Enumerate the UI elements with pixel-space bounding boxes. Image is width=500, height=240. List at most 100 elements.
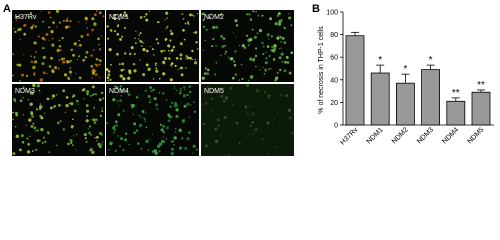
cell <box>138 123 143 128</box>
cell <box>49 16 52 19</box>
cell <box>142 111 145 114</box>
x-tick-label: NDM5 <box>466 126 485 145</box>
cell <box>185 55 188 58</box>
cell <box>212 26 216 29</box>
cell <box>274 79 277 82</box>
cell <box>157 42 160 45</box>
cell <box>95 57 99 61</box>
cell <box>224 96 228 100</box>
cell <box>19 99 23 103</box>
cell <box>64 111 67 114</box>
cell <box>185 67 187 69</box>
cell <box>47 11 51 14</box>
cell <box>252 130 255 133</box>
cell <box>132 104 136 107</box>
cell <box>113 125 116 127</box>
x-tick-label: NDM1 <box>366 126 385 145</box>
cell <box>61 57 64 61</box>
cell <box>127 93 131 97</box>
cell <box>145 18 149 22</box>
cell <box>133 69 137 73</box>
bar <box>421 69 441 126</box>
cell <box>107 70 111 73</box>
cell <box>121 89 124 91</box>
cell <box>145 112 147 114</box>
cell <box>288 71 292 75</box>
cell <box>13 27 15 29</box>
cell <box>163 63 165 65</box>
cell <box>120 95 122 97</box>
cell <box>86 93 89 96</box>
cell <box>56 121 60 125</box>
cell <box>162 131 165 134</box>
cell <box>187 21 189 24</box>
cell <box>91 93 94 96</box>
cell <box>119 38 122 41</box>
cell <box>69 139 73 142</box>
cell <box>33 56 36 59</box>
cell <box>229 86 233 90</box>
cell <box>75 73 77 74</box>
cell <box>70 102 74 106</box>
cell <box>261 14 264 17</box>
cell <box>76 99 79 103</box>
cell <box>92 118 96 122</box>
cell <box>101 143 103 145</box>
cell <box>252 10 255 13</box>
cell <box>250 59 252 62</box>
cell <box>162 72 166 76</box>
cell <box>121 35 123 38</box>
cell <box>165 11 169 15</box>
cell <box>244 46 247 49</box>
cell <box>14 100 17 103</box>
cell <box>255 65 257 68</box>
cell <box>233 32 235 34</box>
cell <box>35 108 39 111</box>
cell <box>99 59 102 62</box>
cell <box>174 131 177 133</box>
cell <box>134 37 136 39</box>
cell <box>12 152 16 156</box>
cell <box>176 89 178 91</box>
cell <box>66 96 69 99</box>
cell <box>158 91 161 94</box>
cell <box>180 66 184 70</box>
cell <box>116 52 119 56</box>
cell <box>35 148 38 152</box>
cell <box>109 29 113 32</box>
micrograph-label: H37Rv <box>15 14 37 21</box>
cell <box>42 71 46 75</box>
cell <box>235 121 239 125</box>
cell <box>62 128 66 131</box>
cell <box>112 126 116 130</box>
cell <box>135 96 138 99</box>
cell <box>44 140 47 143</box>
cell <box>117 113 121 117</box>
cell <box>40 116 44 120</box>
cell <box>106 122 109 125</box>
cell <box>22 96 24 99</box>
cell <box>121 62 125 66</box>
cell <box>265 57 268 59</box>
cell <box>285 55 289 59</box>
cell <box>155 69 159 73</box>
cell <box>205 28 208 31</box>
cell <box>204 67 207 70</box>
cell <box>189 13 192 17</box>
cell <box>12 118 14 121</box>
cell <box>135 30 137 32</box>
cell <box>252 75 254 77</box>
cell <box>184 147 188 150</box>
cell <box>93 106 96 109</box>
cell <box>179 53 183 57</box>
cell <box>175 114 179 119</box>
cell <box>139 59 141 61</box>
cell <box>165 99 168 101</box>
cell <box>183 118 185 120</box>
cell <box>98 44 100 46</box>
cell <box>92 85 95 89</box>
cell <box>62 60 66 64</box>
cell <box>73 135 75 137</box>
cell <box>196 13 199 15</box>
cell <box>229 57 233 61</box>
